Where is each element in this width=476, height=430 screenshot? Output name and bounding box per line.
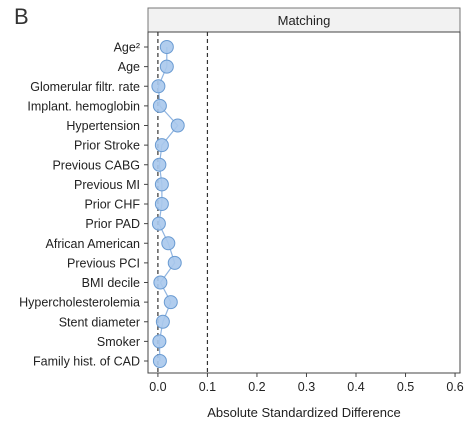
data-point xyxy=(154,197,169,211)
y-tick-label: Family hist. of CAD xyxy=(33,355,140,369)
data-point xyxy=(159,40,174,54)
data-point xyxy=(167,255,182,270)
y-tick-label: Prior PAD xyxy=(85,217,140,231)
data-point xyxy=(154,138,169,153)
data-point xyxy=(154,177,169,192)
x-tick-label: 0.2 xyxy=(248,380,265,394)
y-tick-label: Hypercholesterolemia xyxy=(19,296,140,310)
y-tick-label: Previous CABG xyxy=(52,158,140,172)
panel-letter: B xyxy=(14,4,29,29)
x-axis-label: Absolute Standardized Difference xyxy=(207,405,400,420)
data-point xyxy=(161,236,176,251)
x-tick-label: 0.6 xyxy=(446,380,463,394)
y-tick-label: BMI decile xyxy=(82,276,140,290)
data-point xyxy=(159,59,174,74)
data-points xyxy=(151,40,185,368)
data-point xyxy=(152,157,167,172)
data-point xyxy=(152,98,167,113)
data-point xyxy=(151,216,166,231)
plot-title-bar xyxy=(147,7,461,33)
y-tick-label: African American xyxy=(46,237,141,251)
data-point xyxy=(152,354,167,368)
data-point xyxy=(153,275,168,290)
y-tick-label: Stent diameter xyxy=(59,315,140,329)
y-tick-label: Hypertension xyxy=(66,119,140,133)
y-tick-label: Implant. hemoglobin xyxy=(27,99,140,113)
y-tick-label: Smoker xyxy=(97,335,140,349)
data-point xyxy=(151,79,166,94)
x-tick-label: 0.3 xyxy=(298,380,315,394)
data-point xyxy=(170,118,185,133)
data-point xyxy=(163,295,178,310)
data-point xyxy=(152,334,167,349)
y-tick-label: Prior Stroke xyxy=(74,139,140,153)
chart-title: Matching xyxy=(278,13,331,28)
x-tick-label: 0.0 xyxy=(149,380,166,394)
x-tick-label: 0.1 xyxy=(199,380,216,394)
y-axis-labels: Age² Age Glomerular filtr. rate Implant. he… xyxy=(19,41,148,369)
y-tick-label: Previous PCI xyxy=(67,256,140,270)
y-tick-label: Previous MI xyxy=(74,178,140,192)
y-tick-label: Glomerular filtr. rate xyxy=(30,80,140,94)
y-tick-label: Prior CHF xyxy=(84,198,140,212)
y-tick-label: Age² xyxy=(114,41,140,55)
x-tick-label: 0.4 xyxy=(347,380,364,394)
x-axis-ticks: 0.0 0.1 0.2 0.3 0.4 0.5 0.6 xyxy=(149,373,464,394)
x-tick-label: 0.5 xyxy=(397,380,414,394)
plot-area xyxy=(147,31,461,374)
y-tick-label: Age xyxy=(118,60,140,74)
data-point xyxy=(155,314,170,329)
